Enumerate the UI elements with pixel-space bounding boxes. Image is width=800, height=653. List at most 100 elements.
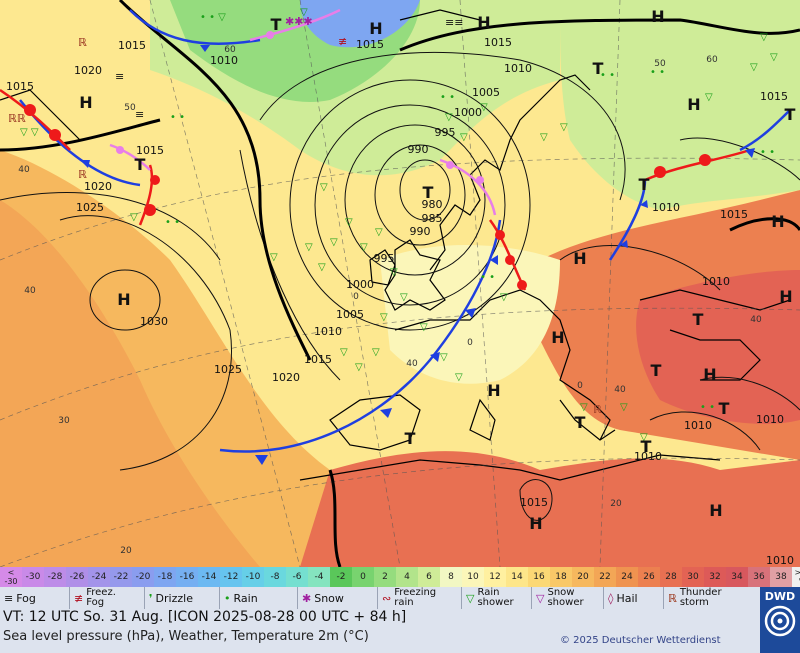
svg-text:• •: • • — [440, 92, 455, 103]
svg-text:ℝ: ℝ — [78, 168, 87, 181]
scale-cell: 16 — [528, 567, 550, 587]
isobar-label: 1015 — [720, 208, 748, 221]
occlusion-west — [109, 143, 151, 171]
scale-cell: 14 — [506, 567, 528, 587]
high-center: H — [551, 328, 564, 347]
legend-label: Freezing rain — [394, 587, 437, 608]
svg-text:▽: ▽ — [580, 402, 588, 413]
low-center: T — [405, 429, 416, 448]
temperature-label: 20 — [610, 499, 622, 509]
low-center: T — [785, 105, 796, 124]
isobar-label: 1030 — [140, 315, 168, 328]
legend-label: Hail — [616, 591, 638, 605]
isobar-labels: 1015 1010 1015 1015 1020 1015 1020 1025 … — [6, 36, 794, 567]
fog-icon: ≡ — [4, 591, 14, 605]
svg-text:▽: ▽ — [318, 262, 326, 273]
temp-zone-east-hotter — [636, 270, 800, 424]
drizzle-icon: ❜ — [149, 591, 153, 605]
high-center: H — [771, 212, 784, 231]
high-center: H — [117, 290, 130, 309]
svg-text:▽: ▽ — [320, 182, 328, 193]
low-center: T — [575, 413, 586, 432]
scale-cell: 2 — [374, 567, 396, 587]
legend-label: Drizzle — [155, 591, 193, 605]
svg-text:▽: ▽ — [455, 372, 463, 383]
svg-text:• •: • • — [170, 112, 185, 123]
symbol-legend: ≡ Fog ≢ Freez. Fog ❜ Drizzle • Rain ✱ Snow ∾ F… — [0, 587, 760, 609]
svg-text:▽: ▽ — [445, 112, 453, 123]
freezing-fog-icon: ≢ — [74, 591, 84, 605]
svg-text:▽: ▽ — [440, 352, 448, 363]
isobar-label: 1005 — [472, 86, 500, 99]
high-center: H — [477, 13, 490, 32]
isobar-label: 1025 — [76, 201, 104, 214]
copyright: © 2025 Deutscher Wetterdienst — [560, 635, 721, 646]
scale-cell: -12 — [220, 567, 242, 587]
temperature-label: 60 — [224, 45, 236, 55]
svg-text:▽: ▽ — [420, 322, 428, 333]
scale-cell: 36 — [748, 567, 770, 587]
svg-text:▽: ▽ — [270, 252, 278, 263]
svg-text:▽: ▽ — [375, 227, 383, 238]
cold-front-northwest — [129, 9, 261, 45]
isobar-label: 1010 — [652, 201, 680, 214]
svg-text:▽: ▽ — [500, 292, 508, 303]
isobar-label: 1015 — [484, 36, 512, 49]
svg-text:▽: ▽ — [330, 237, 338, 248]
svg-text:• • ▽: • • ▽ — [200, 12, 226, 23]
pressure-centers: T T T T T T T T T T T T H H H H H H H H … — [79, 7, 795, 533]
isobar-label: 995 — [374, 252, 395, 265]
thunderstorm-icon: ℝ — [668, 591, 677, 605]
high-center: H — [687, 95, 700, 114]
coastlines — [0, 9, 791, 481]
temperature-label: 40 — [614, 385, 626, 395]
high-center: H — [651, 7, 664, 26]
scale-cell: -6 — [286, 567, 308, 587]
svg-text:• •: • • — [760, 147, 775, 158]
svg-text:ℝℝ: ℝℝ — [8, 112, 26, 125]
scale-cell: 32 — [704, 567, 726, 587]
cold-front-east — [608, 179, 647, 261]
isobar-label: 1015 — [136, 144, 164, 157]
scale-cell: 34 — [726, 567, 748, 587]
valid-time: VT: 12 UTC So. 31 Aug. [ICON 2025-08-28 … — [3, 609, 407, 625]
low-center: T — [639, 175, 650, 194]
weather-symbols: ▽ ▽ ▽ ▽ ▽ ▽ ▽ ▽ ▽ ▽ ▽ ▽ ▽ ▽ ▽ ▽ ▽ ▽ ▽ ▽ ▽ ▽ ▽ ▽ ▽ ▽ ▽ ▽ ▽ ▽ … — [20, 7, 778, 443]
scale-cell: -24 — [88, 567, 110, 587]
svg-text:▽: ▽ — [390, 267, 398, 278]
legend-fog: ≡ Fog — [0, 587, 70, 609]
warm-front-southwest — [138, 164, 154, 226]
low-center: T — [719, 399, 730, 418]
isobar-label: 1010 — [504, 62, 532, 75]
scale-cell: 10 — [462, 567, 484, 587]
scale-cell: 26 — [638, 567, 660, 587]
scale-cell: -22 — [110, 567, 132, 587]
front-symbols — [24, 31, 755, 465]
svg-text:▽: ▽ — [640, 432, 648, 443]
dwd-logo-text: DWD — [764, 590, 796, 603]
temperature-label: 0 — [467, 338, 473, 348]
svg-text:• •: • • — [650, 67, 665, 78]
svg-text:▽: ▽ — [305, 242, 313, 253]
svg-text:▽: ▽ — [460, 132, 468, 143]
svg-text:• •: • • — [700, 402, 715, 413]
scale-last-cell: >40 °C — [792, 567, 800, 587]
legend-label: Rain — [233, 591, 258, 605]
scale-cell: -10 — [242, 567, 264, 587]
scale-cell: 8 — [440, 567, 462, 587]
low-center: T — [641, 437, 652, 456]
isobar-label: 1000 — [454, 106, 482, 119]
scale-cell: 4 — [396, 567, 418, 587]
scale-cell: 28 — [660, 567, 682, 587]
svg-text:ℝ: ℝ — [78, 36, 87, 49]
temperature-label: 30 — [58, 416, 70, 426]
svg-text:▽: ▽ — [540, 132, 548, 143]
scale-cell: -20 — [132, 567, 154, 587]
isobar-label: 1010 — [766, 554, 794, 567]
occlusion-north — [249, 8, 341, 42]
fronts — [0, 8, 791, 453]
temperature-label: 0 — [577, 381, 583, 391]
dwd-logo: DWD — [760, 587, 800, 653]
high-center: H — [529, 514, 542, 533]
low-center: T — [593, 59, 604, 78]
